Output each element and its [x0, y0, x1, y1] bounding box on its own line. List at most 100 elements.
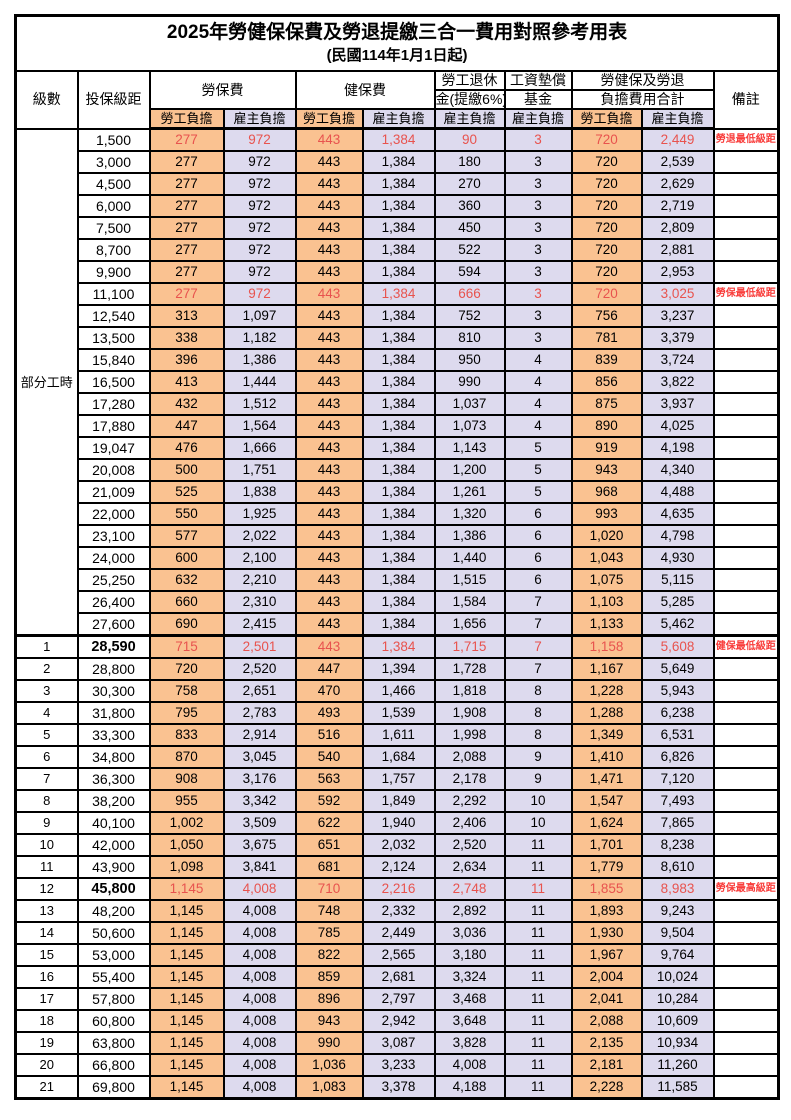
remark-cell	[712, 150, 780, 174]
bracket-cell: 63,800	[76, 1031, 151, 1055]
value-cell: 795	[148, 701, 225, 725]
value-cell: 450	[433, 216, 506, 240]
value-cell: 7	[503, 590, 573, 614]
col-header-wage-fund-line2: 基金	[503, 89, 573, 110]
value-cell: 1,967	[570, 943, 643, 967]
value-cell: 443	[294, 392, 364, 416]
bracket-cell: 20,008	[76, 458, 151, 482]
bracket-cell: 50,600	[76, 921, 151, 945]
value-cell: 1,384	[361, 590, 436, 614]
level-cell: 16	[14, 965, 79, 989]
value-cell: 1,002	[148, 811, 225, 835]
bracket-cell: 17,280	[76, 392, 151, 416]
level-cell: 10	[14, 833, 79, 857]
value-cell: 993	[570, 502, 643, 526]
value-cell: 1,182	[222, 326, 297, 350]
table-row: 8,700 277 972 443 1,384 522 3 720 2,881	[16, 238, 780, 262]
value-cell: 443	[294, 612, 364, 637]
remark-cell	[712, 965, 780, 989]
value-cell: 3,342	[222, 789, 297, 813]
value-cell: 1,288	[570, 701, 643, 725]
level-cell: 7	[14, 767, 79, 791]
value-cell: 972	[222, 238, 297, 262]
value-cell: 3,841	[222, 855, 297, 879]
value-cell: 180	[433, 150, 506, 174]
value-cell: 720	[570, 127, 643, 152]
value-cell: 360	[433, 194, 506, 218]
value-cell: 758	[148, 679, 225, 703]
value-cell: 2,004	[570, 965, 643, 989]
value-cell: 8	[503, 701, 573, 725]
level-cell: 18	[14, 1009, 79, 1033]
subheader-total-employee: 勞工負擔	[570, 108, 643, 130]
bracket-cell: 9,900	[76, 260, 151, 284]
value-cell: 1,394	[361, 657, 436, 681]
value-cell: 1,073	[433, 414, 506, 438]
value-cell: 1,925	[222, 502, 297, 526]
value-cell: 8,238	[640, 833, 715, 857]
value-cell: 3	[503, 150, 573, 174]
value-cell: 2,809	[640, 216, 715, 240]
value-cell: 720	[570, 194, 643, 218]
level-cell: 9	[14, 811, 79, 835]
table-row: 18 60,800 1,145 4,008 943 2,942 3,648 11 2,088 10…	[14, 1009, 780, 1033]
value-cell: 5,943	[640, 679, 715, 703]
level-cell: 1	[14, 634, 79, 659]
value-cell: 4,008	[222, 943, 297, 967]
value-cell: 1,855	[570, 877, 643, 901]
value-cell: 396	[148, 348, 225, 372]
bracket-cell: 42,000	[76, 833, 151, 857]
remark-cell	[712, 480, 780, 504]
value-cell: 908	[148, 767, 225, 791]
value-cell: 443	[294, 480, 364, 504]
value-cell: 277	[148, 172, 225, 196]
remark-cell	[712, 679, 780, 703]
value-cell: 10,609	[640, 1009, 715, 1033]
value-cell: 1,384	[361, 392, 436, 416]
value-cell: 651	[294, 833, 364, 857]
table-row: 6,000 277 972 443 1,384 360 3 720 2,719	[16, 194, 780, 218]
remark-cell: 勞退最低級距	[712, 127, 780, 152]
value-cell: 1,103	[570, 590, 643, 614]
table-row: 21,009 525 1,838 443 1,384 1,261 5 968 4,488	[16, 480, 780, 504]
value-cell: 1,466	[361, 679, 436, 703]
value-cell: 443	[294, 436, 364, 460]
value-cell: 1,611	[361, 723, 436, 747]
value-cell: 525	[148, 480, 225, 504]
value-cell: 1,440	[433, 546, 506, 570]
bracket-cell: 33,300	[76, 723, 151, 747]
table-row: 4 31,800 795 2,783 493 1,539 1,908 8 1,288 6,238	[14, 701, 780, 725]
table-row: 13 48,200 1,145 4,008 748 2,332 2,892 11 1,893 9,…	[14, 899, 780, 923]
value-cell: 919	[570, 436, 643, 460]
header-row-3: 勞工負擔 雇主負擔 勞工負擔 雇主負擔 雇主負擔 雇主負擔 勞工負擔 雇主負擔	[16, 108, 779, 130]
value-cell: 1,684	[361, 745, 436, 769]
remark-cell: 勞保最高級距	[712, 877, 780, 901]
value-cell: 972	[222, 260, 297, 284]
value-cell: 2,953	[640, 260, 715, 284]
value-cell: 338	[148, 326, 225, 350]
level-cell: 2	[14, 657, 79, 681]
value-cell: 550	[148, 502, 225, 526]
bracket-cell: 7,500	[76, 216, 151, 240]
bracket-cell: 23,100	[76, 524, 151, 548]
value-cell: 4,008	[222, 1009, 297, 1033]
value-cell: 2,088	[433, 745, 506, 769]
value-cell: 1,036	[294, 1053, 364, 1077]
value-cell: 443	[294, 150, 364, 174]
remark-cell	[712, 216, 780, 240]
value-cell: 781	[570, 326, 643, 350]
value-cell: 1,564	[222, 414, 297, 438]
remark-cell	[712, 855, 780, 879]
value-cell: 1,349	[570, 723, 643, 747]
value-cell: 277	[148, 282, 225, 306]
value-cell: 990	[294, 1031, 364, 1055]
value-cell: 2,041	[570, 987, 643, 1011]
value-cell: 6	[503, 568, 573, 592]
value-cell: 1,515	[433, 568, 506, 592]
bracket-cell: 15,840	[76, 348, 151, 372]
value-cell: 1,145	[148, 987, 225, 1011]
value-cell: 3,509	[222, 811, 297, 835]
value-cell: 1,751	[222, 458, 297, 482]
table-row: 25,250 632 2,210 443 1,384 1,515 6 1,075 5,115	[16, 568, 780, 592]
value-cell: 443	[294, 216, 364, 240]
